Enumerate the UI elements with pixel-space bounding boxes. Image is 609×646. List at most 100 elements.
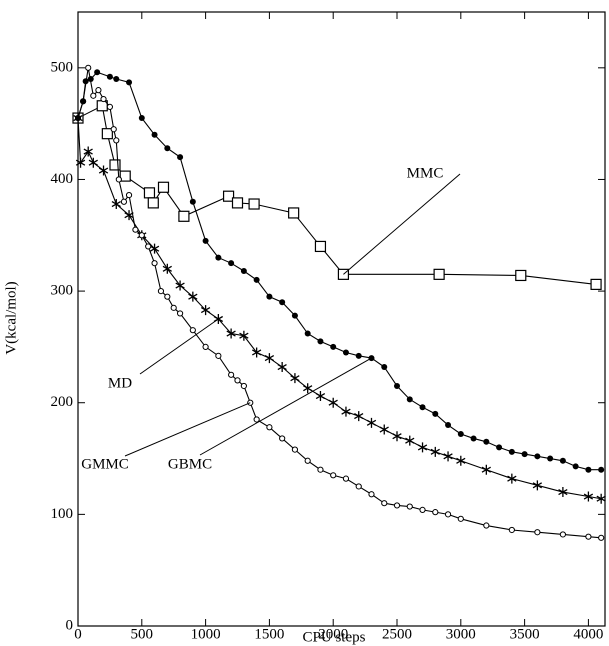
point xyxy=(341,406,351,417)
point xyxy=(330,472,337,479)
point xyxy=(151,260,158,267)
point xyxy=(120,198,128,205)
point xyxy=(125,191,133,199)
point xyxy=(87,75,94,82)
point xyxy=(110,126,117,133)
point xyxy=(405,435,415,446)
point xyxy=(202,343,209,351)
point xyxy=(178,210,190,222)
point xyxy=(288,207,300,219)
point xyxy=(559,531,566,538)
point xyxy=(457,515,464,522)
point xyxy=(583,491,594,502)
point xyxy=(342,475,350,482)
point xyxy=(392,431,402,442)
point xyxy=(138,115,145,122)
point xyxy=(83,146,93,157)
point xyxy=(481,464,491,475)
point xyxy=(157,181,170,193)
series-label: GBMC xyxy=(168,456,212,472)
point xyxy=(598,466,605,473)
point xyxy=(558,487,568,498)
point xyxy=(521,451,528,458)
point xyxy=(138,232,145,239)
point xyxy=(445,422,452,429)
point xyxy=(82,78,89,85)
point xyxy=(303,383,313,394)
point xyxy=(534,529,541,536)
annotation-line xyxy=(343,173,461,275)
annotation-line xyxy=(139,318,219,375)
point xyxy=(228,371,235,378)
point xyxy=(162,263,172,274)
point xyxy=(85,64,92,71)
point xyxy=(419,506,426,513)
x-tick-label: 500 xyxy=(131,626,154,642)
point xyxy=(483,522,490,529)
y-tick-label: 400 xyxy=(51,171,74,187)
x-tick-label: 4000 xyxy=(573,626,603,642)
point xyxy=(457,430,464,437)
point xyxy=(470,435,477,442)
point xyxy=(90,92,97,99)
point xyxy=(598,534,605,541)
point xyxy=(354,411,364,422)
point xyxy=(508,526,515,534)
point xyxy=(291,446,299,453)
point xyxy=(228,260,235,267)
point xyxy=(355,483,362,490)
point xyxy=(342,349,349,356)
point xyxy=(147,197,159,209)
annotation-line xyxy=(199,357,372,456)
point xyxy=(177,154,184,161)
x-tick-label: 2000 xyxy=(318,626,348,642)
point xyxy=(106,73,113,80)
point xyxy=(291,312,298,319)
point xyxy=(547,455,554,462)
point xyxy=(317,338,324,345)
series-label: MD xyxy=(108,375,132,391)
point xyxy=(315,391,326,402)
point xyxy=(231,197,244,209)
point xyxy=(419,404,426,411)
point xyxy=(251,347,262,358)
point xyxy=(176,310,184,317)
point xyxy=(585,466,592,473)
point xyxy=(226,328,236,339)
point xyxy=(157,287,165,295)
point xyxy=(234,377,241,384)
y-tick-label: 500 xyxy=(51,59,74,75)
point xyxy=(266,424,273,431)
point xyxy=(175,280,185,291)
x-tick-label: 3500 xyxy=(510,626,540,642)
point xyxy=(151,131,158,138)
x-tick-label: 1500 xyxy=(254,626,284,642)
series-label: MMC xyxy=(407,165,444,181)
point xyxy=(126,79,133,86)
series-line xyxy=(77,67,602,539)
point xyxy=(106,103,114,110)
point xyxy=(240,267,247,274)
point xyxy=(101,128,113,140)
point xyxy=(381,364,388,371)
point xyxy=(572,463,579,470)
point xyxy=(508,448,515,455)
point xyxy=(240,382,247,390)
point xyxy=(119,170,131,182)
point xyxy=(443,451,453,462)
point xyxy=(277,362,287,373)
point xyxy=(113,137,120,144)
point xyxy=(330,343,337,350)
series-label: GMMC xyxy=(81,456,129,472)
point xyxy=(328,397,338,408)
point xyxy=(113,75,120,82)
point xyxy=(483,438,490,445)
point xyxy=(393,502,401,509)
point xyxy=(266,293,273,300)
point xyxy=(188,291,198,302)
x-tick-label: 0 xyxy=(74,626,82,642)
point xyxy=(534,453,541,460)
plot-frame xyxy=(77,11,606,627)
